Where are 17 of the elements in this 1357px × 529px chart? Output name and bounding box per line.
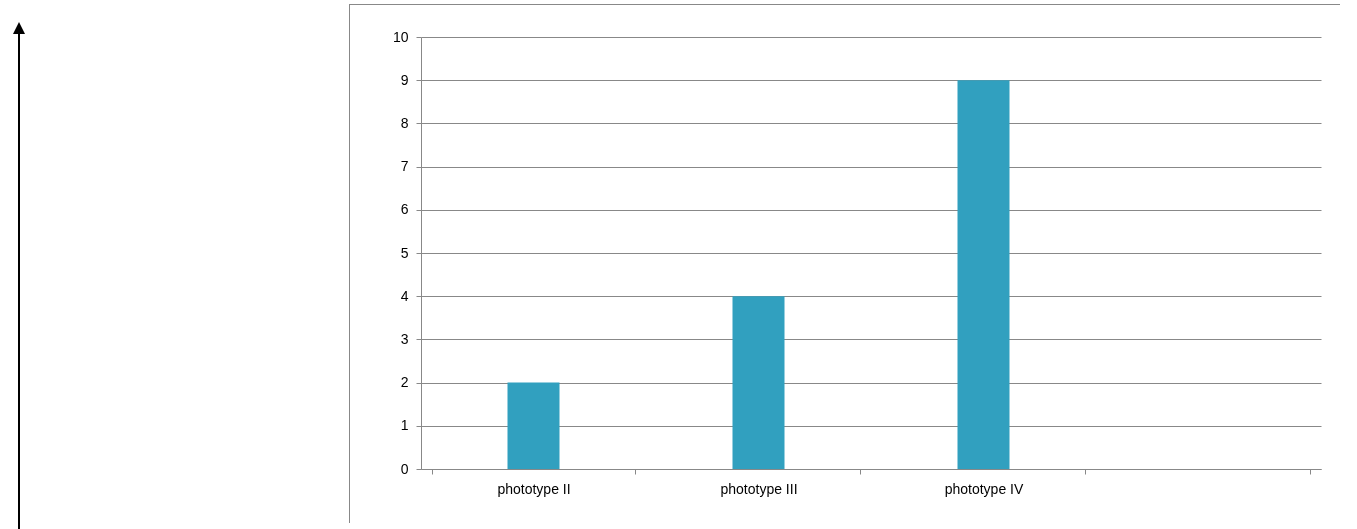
- x-tick-label: phototype II: [497, 480, 571, 497]
- y-tick-label: 4: [400, 287, 409, 304]
- y-tick-label: 9: [400, 71, 409, 88]
- y-tick-label: 1: [400, 417, 409, 434]
- y-tick-label: 10: [392, 28, 409, 45]
- bar: [732, 296, 785, 469]
- x-tick-label: phototype IV: [944, 480, 1024, 497]
- bar: [507, 382, 560, 469]
- y-tick-label: 2: [400, 374, 409, 391]
- y-tick-label: 5: [400, 244, 409, 261]
- bar: [957, 80, 1010, 469]
- y-tick-label: 3: [400, 330, 409, 347]
- y-tick-label: 6: [400, 201, 409, 218]
- y-tick-label: 8: [400, 114, 409, 131]
- x-tick-label: phototype III: [720, 480, 798, 497]
- y-tick-label: 0: [400, 460, 409, 477]
- y-tick-label: 7: [400, 158, 409, 175]
